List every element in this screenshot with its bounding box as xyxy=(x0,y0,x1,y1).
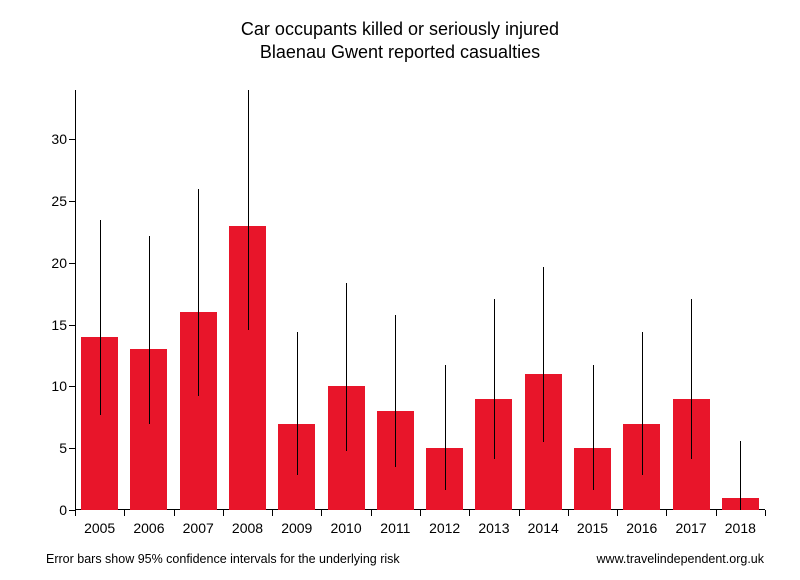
x-tick xyxy=(568,510,569,516)
y-tick-label: 25 xyxy=(27,193,67,209)
x-tick xyxy=(716,510,717,516)
error-bar xyxy=(543,267,544,442)
y-tick xyxy=(69,201,75,202)
error-bar xyxy=(445,365,446,490)
x-tick xyxy=(666,510,667,516)
x-tick-label: 2015 xyxy=(577,520,608,536)
y-tick xyxy=(69,325,75,326)
error-bar xyxy=(149,236,150,424)
x-tick xyxy=(765,510,766,516)
x-tick xyxy=(321,510,322,516)
y-tick xyxy=(69,263,75,264)
y-tick-label: 5 xyxy=(27,440,67,456)
error-bar xyxy=(198,189,199,397)
x-tick-label: 2010 xyxy=(330,520,361,536)
error-bar xyxy=(494,299,495,460)
error-bar xyxy=(642,332,643,475)
x-tick-label: 2017 xyxy=(675,520,706,536)
y-tick-label: 30 xyxy=(27,131,67,147)
x-tick-label: 2005 xyxy=(84,520,115,536)
y-tick xyxy=(69,386,75,387)
title-line-1: Car occupants killed or seriously injure… xyxy=(241,19,559,39)
x-tick xyxy=(469,510,470,516)
error-bar xyxy=(395,315,396,467)
error-bar xyxy=(593,365,594,490)
x-tick-label: 2006 xyxy=(133,520,164,536)
error-bar xyxy=(740,441,741,510)
x-tick-label: 2012 xyxy=(429,520,460,536)
error-bar xyxy=(100,220,101,415)
x-tick xyxy=(617,510,618,516)
x-tick xyxy=(223,510,224,516)
x-tick-label: 2016 xyxy=(626,520,657,536)
x-tick xyxy=(371,510,372,516)
x-tick xyxy=(519,510,520,516)
title-line-2: Blaenau Gwent reported casualties xyxy=(260,42,540,62)
error-bar xyxy=(691,299,692,460)
footnote-left: Error bars show 95% confidence intervals… xyxy=(46,552,400,566)
x-tick-label: 2008 xyxy=(232,520,263,536)
x-tick-label: 2013 xyxy=(478,520,509,536)
y-axis xyxy=(75,90,76,510)
x-tick xyxy=(124,510,125,516)
x-tick xyxy=(75,510,76,516)
y-tick-label: 20 xyxy=(27,255,67,271)
chart-container: Car occupants killed or seriously injure… xyxy=(0,0,800,580)
y-tick-label: 15 xyxy=(27,317,67,333)
x-tick xyxy=(420,510,421,516)
y-tick xyxy=(69,448,75,449)
y-tick xyxy=(69,139,75,140)
error-bar xyxy=(346,283,347,451)
x-tick-label: 2009 xyxy=(281,520,312,536)
x-tick-label: 2007 xyxy=(183,520,214,536)
x-tick-label: 2014 xyxy=(528,520,559,536)
x-tick-label: 2011 xyxy=(380,520,410,536)
x-tick xyxy=(174,510,175,516)
plot-area: 0510152025302005200620072008200920102011… xyxy=(75,90,765,510)
y-tick-label: 0 xyxy=(27,502,67,518)
footnote-right: www.travelindependent.org.uk xyxy=(597,552,764,566)
error-bar xyxy=(297,332,298,475)
chart-title: Car occupants killed or seriously injure… xyxy=(0,18,800,65)
x-tick-label: 2018 xyxy=(725,520,756,536)
x-tick xyxy=(272,510,273,516)
error-bar xyxy=(248,90,249,330)
y-tick-label: 10 xyxy=(27,378,67,394)
